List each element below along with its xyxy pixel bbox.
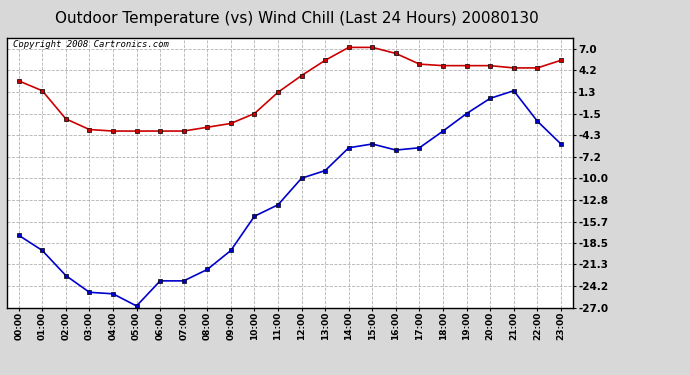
Text: Outdoor Temperature (vs) Wind Chill (Last 24 Hours) 20080130: Outdoor Temperature (vs) Wind Chill (Las… (55, 11, 539, 26)
Text: Copyright 2008 Cartronics.com: Copyright 2008 Cartronics.com (12, 40, 168, 49)
